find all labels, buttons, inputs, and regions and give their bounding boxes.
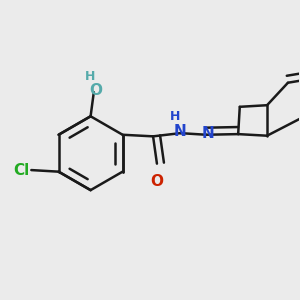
Text: O: O (150, 174, 164, 189)
Text: O: O (89, 83, 102, 98)
Text: N: N (174, 124, 187, 139)
Text: N: N (201, 126, 214, 141)
Text: H: H (169, 110, 180, 123)
Text: H: H (85, 70, 95, 83)
Text: Cl: Cl (14, 163, 30, 178)
